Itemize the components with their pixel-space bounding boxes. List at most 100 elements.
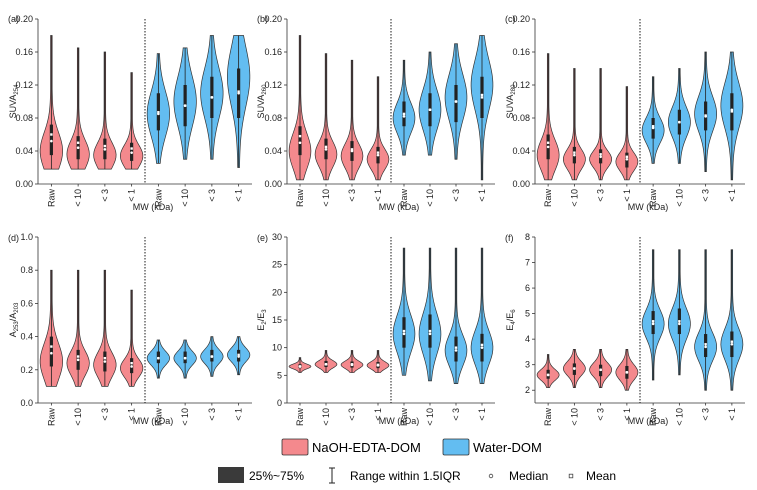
y-tick-label: 10 xyxy=(272,343,282,353)
x-tick-label: < 3 xyxy=(207,189,217,202)
mean-marker xyxy=(103,356,107,360)
x-tick-label: < 10 xyxy=(180,408,190,426)
panel-label: (e) xyxy=(257,233,268,243)
mean-marker xyxy=(157,111,160,114)
panel-label: (d) xyxy=(8,233,19,243)
violin-group xyxy=(562,349,586,389)
legend-water-label: Water-DOM xyxy=(473,440,542,455)
x-tick-label: < 1 xyxy=(127,189,137,202)
x-tick-label: < 1 xyxy=(477,408,487,421)
mean-marker xyxy=(237,90,240,93)
y-tick-label: 0.12 xyxy=(264,80,282,90)
violin-group xyxy=(340,59,364,181)
x-tick-label: < 3 xyxy=(207,408,217,421)
violin-group xyxy=(200,336,224,377)
violin-group xyxy=(694,51,718,172)
violin-group xyxy=(288,35,312,181)
legend-mean-label: Mean xyxy=(586,469,616,483)
y-tick-label: 0 xyxy=(277,398,282,408)
violin-group xyxy=(288,357,312,373)
x-tick-label: < 1 xyxy=(373,189,383,202)
median-dot xyxy=(480,93,484,97)
median-dot xyxy=(480,346,484,349)
violin-group xyxy=(146,53,170,164)
violin-group xyxy=(39,35,63,170)
y-tick-label: 0.0 xyxy=(20,398,33,408)
y-tick-label: 0.08 xyxy=(512,113,530,123)
y-axis-title: E4/E6 xyxy=(505,309,517,331)
x-tick-label: < 10 xyxy=(425,189,435,207)
x-tick-label: Raw xyxy=(153,408,163,427)
median-dot xyxy=(402,332,406,336)
violin-group xyxy=(536,354,560,389)
violin-group xyxy=(615,86,639,181)
y-tick-label: 0.16 xyxy=(15,47,33,57)
mean-marker xyxy=(402,329,406,333)
y-tick-label: 0.00 xyxy=(264,179,282,189)
mean-marker xyxy=(210,355,214,358)
x-tick-label: < 3 xyxy=(100,408,110,421)
x-tick-label: < 1 xyxy=(727,189,737,202)
violin-group xyxy=(641,76,665,164)
x-axis-title: MW (kDa) xyxy=(628,416,669,426)
x-tick-label: < 1 xyxy=(477,189,487,202)
y-tick-label: 0.20 xyxy=(264,14,282,24)
mean-marker xyxy=(678,320,681,323)
y-tick-label: 0.00 xyxy=(512,179,530,189)
x-tick-label: Raw xyxy=(295,408,305,427)
violin-group xyxy=(314,350,338,373)
chart-panel-b: 0.00 0.04 0.08 0.12 0.16 0.20 Raw < 10 < 3 < 1 Raw… xyxy=(256,14,495,212)
y-tick-label: 6 xyxy=(525,283,530,293)
chart-panel-d: 0.0 0.2 0.4 0.6 0.8 1.0 Raw < 10 < 3 < 1 Raw < 10 < … xyxy=(8,232,252,426)
x-tick-label: < 1 xyxy=(727,408,737,421)
panel-label: (b) xyxy=(257,14,268,24)
chart-panel-c: 0.00 0.04 0.08 0.12 0.16 0.20 Raw < 10 < 3 < 1 Raw… xyxy=(505,14,745,212)
x-tick-label: < 1 xyxy=(373,408,383,421)
y-tick-label: 3 xyxy=(525,360,530,370)
y-tick-label: 8 xyxy=(525,232,530,242)
median-dot xyxy=(130,365,133,368)
x-tick-label: Raw xyxy=(295,189,305,208)
mean-marker xyxy=(454,346,458,349)
violin-group xyxy=(392,59,416,156)
violin-group xyxy=(615,349,639,391)
legend-iqr-label: 25%~75% xyxy=(249,469,304,483)
y-tick-label: 15 xyxy=(272,315,282,325)
violin-group xyxy=(146,339,170,379)
iqr-box xyxy=(298,126,302,156)
x-tick-label: < 10 xyxy=(425,408,435,426)
x-axis-title: MW (kDa) xyxy=(628,202,669,212)
y-tick-label: 0.4 xyxy=(20,332,33,342)
violin-group xyxy=(93,269,117,387)
x-tick-label: < 3 xyxy=(347,189,357,202)
mean-dot-icon xyxy=(568,473,574,479)
mean-marker xyxy=(599,368,602,371)
mean-marker xyxy=(298,134,302,138)
mean-marker xyxy=(625,371,629,374)
x-tick-label: < 3 xyxy=(451,189,461,202)
violin-group xyxy=(392,247,416,376)
violin-group xyxy=(366,350,390,373)
x-axis-title: MW (kDa) xyxy=(379,202,420,212)
violin-group xyxy=(536,53,560,181)
violin-group xyxy=(589,349,613,389)
violin-group xyxy=(173,339,197,379)
iqr-box xyxy=(454,85,458,123)
x-tick-label: Raw xyxy=(543,189,553,208)
mean-marker xyxy=(546,373,550,377)
y-axis-title: E2/E3 xyxy=(256,309,268,331)
median-dot xyxy=(625,157,629,161)
x-tick-label: < 3 xyxy=(100,189,110,202)
x-tick-label: < 1 xyxy=(127,408,137,421)
iqr-box xyxy=(454,336,458,362)
mean-marker xyxy=(210,96,214,99)
y-tick-label: 0.08 xyxy=(264,113,282,123)
mean-marker xyxy=(402,112,406,116)
x-tick-label: Raw xyxy=(399,408,409,427)
x-tick-label: < 3 xyxy=(701,189,711,202)
median-dot xyxy=(103,360,107,363)
mean-marker xyxy=(625,155,629,158)
x-tick-label: < 3 xyxy=(596,189,606,202)
chart-panel-a: 0.00 0.04 0.08 0.12 0.16 0.20 Raw < 10 < 3 < 1 Raw… xyxy=(8,14,252,212)
